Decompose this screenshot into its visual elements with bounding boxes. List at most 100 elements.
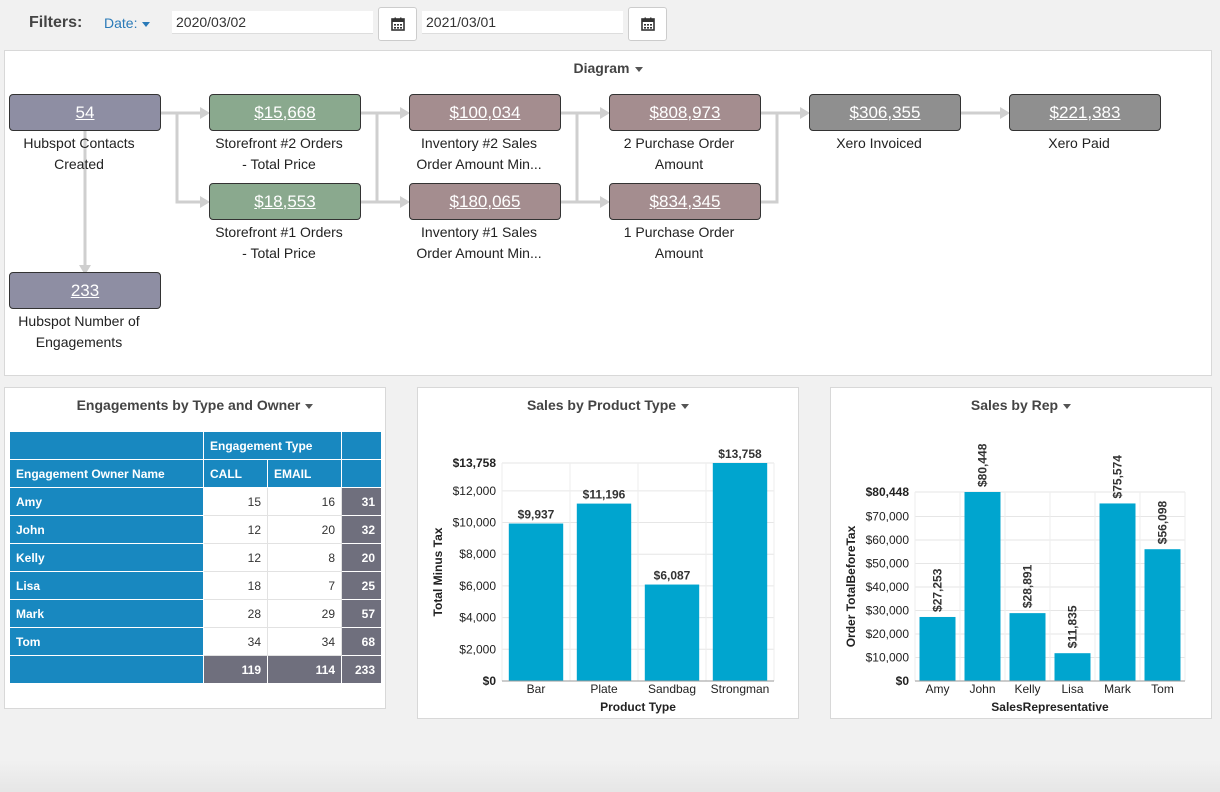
calendar-icon [640,17,655,31]
node-label: Hubspot Number of Engagements [0,311,164,353]
date-filter-dropdown[interactable]: Date: [104,15,151,31]
diagram-node-xero-paid[interactable]: $221,383 [1009,94,1161,131]
diagram-connectors [79,107,1010,275]
diagram-node-xero-invoiced[interactable]: $306,355 [809,94,961,131]
table-row: John 12 20 32 [9,515,382,544]
diagram-node-hubspot-contacts[interactable]: 54 [9,94,161,131]
chevron-down-icon [142,21,151,27]
x-axis-title: Product Type [600,700,676,714]
row-total-cell: 25 [341,571,382,600]
node-value: 233 [70,280,100,300]
x-tick-label: Sandbag [648,682,696,696]
sales-by-rep-title-dropdown[interactable]: Sales by Rep [831,397,1211,413]
y-tick-label: $20,000 [866,627,910,641]
table-row: Tom 34 34 68 [9,627,382,656]
node-label-line: Inventory #1 Sales [421,224,537,240]
node-value: 54 [75,102,95,122]
bar [1144,549,1181,681]
engagement-type-header[interactable]: Engagement Type [203,431,342,460]
node-value: $221,383 [1049,102,1121,122]
row-owner-name[interactable]: Amy [9,487,204,516]
x-tick-label: Kelly [1014,682,1040,696]
row-owner-name[interactable]: Lisa [9,571,204,600]
call-cell: 12 [203,515,268,544]
diagram-node-storefront-1[interactable]: $18,553 [209,183,361,220]
node-label-line: - Total Price [242,245,316,261]
row-owner-name[interactable]: Tom [9,627,204,656]
x-tick-label: Bar [527,682,546,696]
x-tick-label: John [969,682,995,696]
call-cell: 28 [203,599,268,628]
call-column-header[interactable]: CALL [203,459,268,488]
grand-total-cell: 233 [341,655,382,684]
email-cell: 20 [267,515,342,544]
call-cell: 12 [203,543,268,572]
bar [576,503,632,681]
diagram-node-purchase-order-2[interactable]: $808,973 [609,94,761,131]
diagram-node-purchase-order-1[interactable]: $834,345 [609,183,761,220]
node-label-line: Order Amount Min... [416,245,542,261]
bar-value-label: $11,835 [1066,605,1080,648]
email-total-cell: 114 [267,655,342,684]
sales-by-rep-panel: Sales by Rep $0 $10,000 $20,000 $30,000 $40,… [830,387,1212,719]
email-cell: 8 [267,543,342,572]
y-tick-label: $2,000 [459,642,496,656]
owner-name-header[interactable]: Engagement Owner Name [9,459,204,488]
end-date-calendar-button[interactable] [628,7,667,41]
y-tick-label: $80,448 [866,485,910,499]
diagram-node-inventory-2[interactable]: $100,034 [409,94,561,131]
node-value: $100,034 [449,102,521,122]
node-value: $808,973 [649,102,721,122]
y-tick-label: $30,000 [866,604,910,618]
diagram-title-dropdown[interactable]: Diagram [5,60,1211,76]
row-owner-name[interactable]: John [9,515,204,544]
diagram-node-inventory-1[interactable]: $180,065 [409,183,561,220]
end-date-input[interactable] [422,11,623,34]
y-axis-title: Order TotalBeforeTax [844,525,858,647]
node-label-line: Storefront #2 Orders [215,135,343,151]
sales-by-rep-chart: $0 $10,000 $20,000 $30,000 $40,000 $50,000 $60… [844,443,1186,714]
row-owner-name[interactable]: Mark [9,599,204,628]
filters-label: Filters: [29,14,83,31]
bar [508,523,564,681]
email-cell: 7 [267,571,342,600]
y-tick-label: $4,000 [459,611,496,625]
bar [1054,653,1091,681]
start-date-calendar-button[interactable] [378,7,417,41]
node-label: Inventory #2 Sales Order Amount Min... [394,133,564,175]
email-column-header[interactable]: EMAIL [267,459,342,488]
row-owner-name[interactable]: Kelly [9,543,204,572]
table-row: Kelly 12 8 20 [9,543,382,572]
call-cell: 34 [203,627,268,656]
chevron-down-icon [634,66,643,72]
chevron-down-icon [1063,403,1072,409]
engagements-title-dropdown[interactable]: Engagements by Type and Owner [5,397,385,413]
node-label: 1 Purchase Order Amount [594,222,764,264]
diagram-node-storefront-2[interactable]: $15,668 [209,94,361,131]
node-label: Hubspot Contacts Created [0,133,164,175]
table-header-cell [341,431,382,460]
x-tick-label: Amy [926,682,950,696]
start-date-input[interactable] [172,11,373,34]
bar-value-label: $6,087 [654,569,691,583]
x-axis-title: SalesRepresentative [991,700,1109,714]
bar-value-label: $80,448 [976,443,990,487]
diagram-node-hubspot-engagements[interactable]: 233 [9,272,161,309]
node-label-line: Amount [654,156,704,172]
y-tick-label: $0 [896,674,910,688]
email-cell: 34 [267,627,342,656]
bar-value-label: $28,891 [1021,564,1035,608]
node-label-line: 2 Purchase Order [623,135,735,151]
bar [712,463,768,681]
sales-by-product-panel: Sales by Product Type $0 $2,000 $4,000 $6,0… [417,387,799,719]
x-tick-label: Lisa [1061,682,1083,696]
node-label-line: Storefront #1 Orders [215,224,343,240]
row-total-cell: 57 [341,599,382,628]
node-value: $306,355 [849,102,921,122]
filter-bar: Filters: Date: [0,0,1220,46]
node-value: $15,668 [254,102,316,122]
sales-by-product-title-dropdown[interactable]: Sales by Product Type [418,397,798,413]
chart-title: Sales by Rep [970,397,1059,413]
engagements-pivot-table: Engagement Type Engagement Owner Name CA… [9,431,382,684]
email-cell: 16 [267,487,342,516]
